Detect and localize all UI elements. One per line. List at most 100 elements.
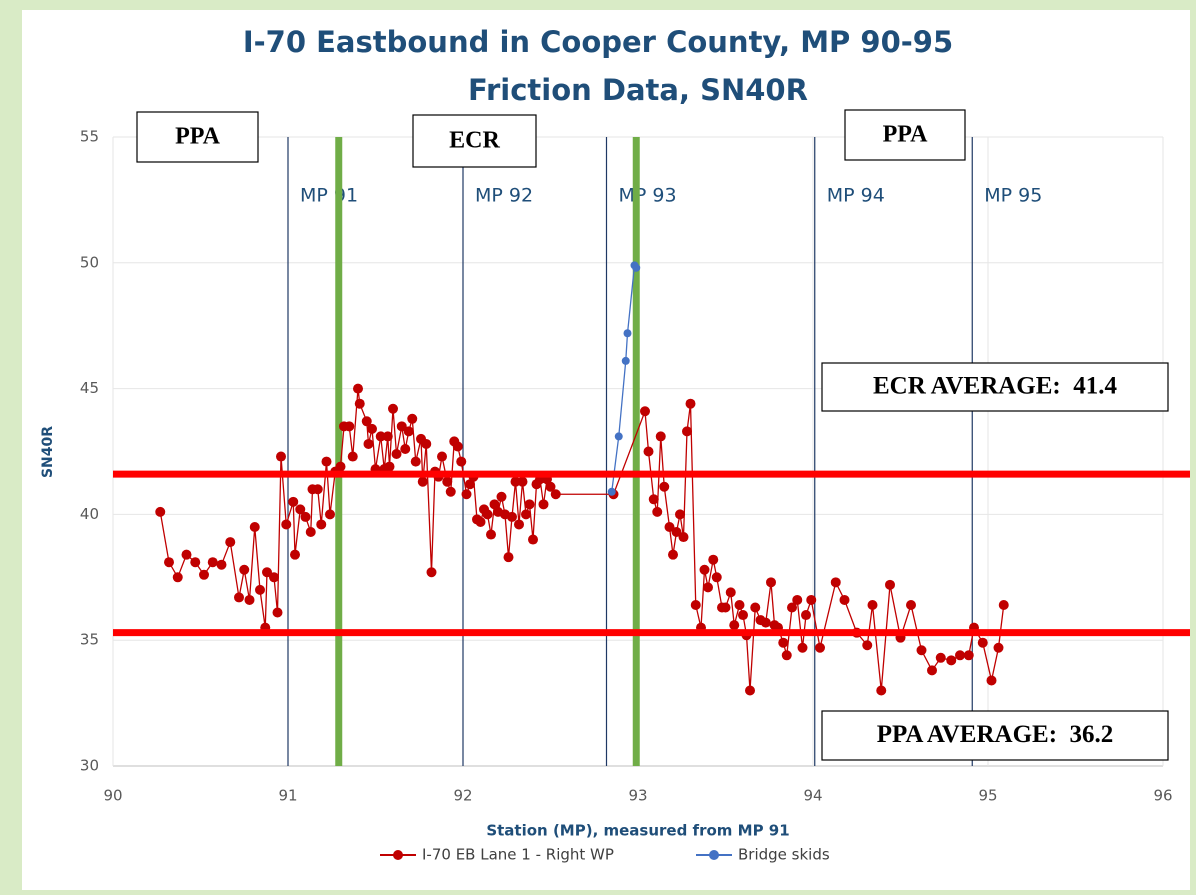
data-point bbox=[417, 476, 428, 487]
annotation-box: PPA bbox=[136, 111, 259, 163]
y-tick-label: 30 bbox=[80, 757, 99, 775]
data-point bbox=[244, 594, 255, 605]
data-point bbox=[486, 529, 496, 540]
data-point bbox=[335, 461, 346, 472]
x-tick-label: 95 bbox=[978, 787, 997, 805]
data-point bbox=[216, 559, 227, 570]
data-point bbox=[407, 413, 418, 424]
data-point bbox=[545, 481, 556, 492]
data-point bbox=[906, 599, 916, 610]
data-point bbox=[288, 496, 299, 507]
data-point bbox=[452, 441, 463, 452]
data-point bbox=[734, 599, 745, 610]
data-point bbox=[671, 527, 682, 538]
data-point bbox=[787, 602, 797, 613]
data-point bbox=[655, 431, 666, 442]
data-point bbox=[781, 650, 792, 661]
data-point bbox=[445, 486, 456, 497]
data-point bbox=[682, 426, 692, 437]
mp-label: MP 94 bbox=[827, 185, 885, 207]
data-point bbox=[325, 509, 335, 520]
data-point bbox=[281, 519, 292, 530]
data-point bbox=[255, 584, 265, 595]
data-point bbox=[640, 406, 650, 417]
data-point bbox=[316, 519, 327, 530]
data-point bbox=[396, 421, 407, 432]
legend-label: Bridge skids bbox=[738, 846, 830, 864]
chart-title: I-70 Eastbound in Cooper County, MP 90-9… bbox=[243, 25, 953, 59]
data-point bbox=[963, 650, 974, 661]
x-tick-label: 96 bbox=[1153, 787, 1172, 805]
data-point bbox=[276, 451, 286, 462]
data-point bbox=[806, 594, 817, 605]
data-point bbox=[249, 521, 260, 532]
data-point bbox=[648, 494, 659, 505]
mp-label: MP 92 bbox=[475, 185, 533, 207]
annotation-box: ECR AVERAGE: 41.4 bbox=[821, 362, 1169, 412]
data-point bbox=[862, 640, 873, 651]
data-point bbox=[801, 610, 811, 621]
data-point bbox=[993, 642, 1004, 653]
data-point bbox=[703, 582, 713, 593]
data-point bbox=[465, 479, 475, 490]
data-point bbox=[475, 516, 486, 527]
y-tick-label: 45 bbox=[80, 379, 99, 397]
data-point bbox=[711, 572, 722, 583]
annotation-frame bbox=[412, 114, 537, 168]
data-point bbox=[664, 521, 675, 532]
data-point bbox=[986, 675, 997, 686]
data-point bbox=[514, 519, 524, 530]
y-tick-label: 55 bbox=[80, 128, 99, 146]
annotation-frame bbox=[821, 362, 1169, 412]
data-point bbox=[766, 577, 776, 588]
annotation-text: PPA AVERAGE: 36.2 bbox=[877, 721, 1114, 748]
data-point bbox=[830, 577, 841, 588]
data-point bbox=[668, 549, 678, 560]
data-point bbox=[295, 504, 306, 515]
data-point bbox=[839, 594, 850, 605]
data-point bbox=[199, 569, 209, 580]
annotation-frame bbox=[821, 710, 1169, 761]
data-point bbox=[290, 549, 300, 560]
data-point bbox=[375, 431, 386, 442]
chart-subtitle: Friction Data, SN40R bbox=[468, 73, 808, 107]
x-tick-label: 90 bbox=[103, 787, 122, 805]
data-point bbox=[207, 557, 218, 568]
data-point bbox=[403, 426, 414, 437]
data-point bbox=[225, 537, 236, 548]
data-point bbox=[699, 564, 710, 575]
data-point bbox=[521, 509, 531, 520]
data-point bbox=[456, 456, 467, 467]
data-point bbox=[607, 487, 616, 496]
annotation-text: PPA bbox=[175, 124, 221, 150]
data-point bbox=[321, 456, 332, 467]
data-point bbox=[550, 489, 561, 500]
data-point bbox=[190, 557, 201, 568]
data-point bbox=[797, 642, 808, 653]
data-point bbox=[675, 509, 685, 520]
data-point bbox=[181, 549, 192, 560]
data-point bbox=[690, 599, 701, 610]
data-point bbox=[344, 421, 355, 432]
data-point bbox=[815, 642, 825, 653]
annotation-text: ECR bbox=[449, 128, 500, 154]
legend-marker bbox=[393, 850, 403, 860]
data-point bbox=[955, 650, 965, 661]
data-point bbox=[384, 461, 395, 472]
data-point bbox=[998, 599, 1009, 610]
data-point bbox=[517, 476, 528, 487]
data-point bbox=[363, 438, 374, 449]
data-point bbox=[760, 617, 771, 628]
data-point bbox=[614, 432, 623, 441]
legend-marker bbox=[709, 850, 719, 860]
data-point bbox=[489, 499, 500, 510]
x-tick-label: 93 bbox=[628, 787, 647, 805]
data-point bbox=[442, 476, 453, 487]
y-tick-label: 50 bbox=[80, 253, 99, 271]
data-point bbox=[312, 484, 323, 495]
data-point bbox=[234, 592, 244, 603]
data-point bbox=[678, 532, 689, 543]
data-point bbox=[426, 567, 437, 578]
data-point bbox=[524, 499, 535, 510]
data-point bbox=[388, 403, 398, 414]
